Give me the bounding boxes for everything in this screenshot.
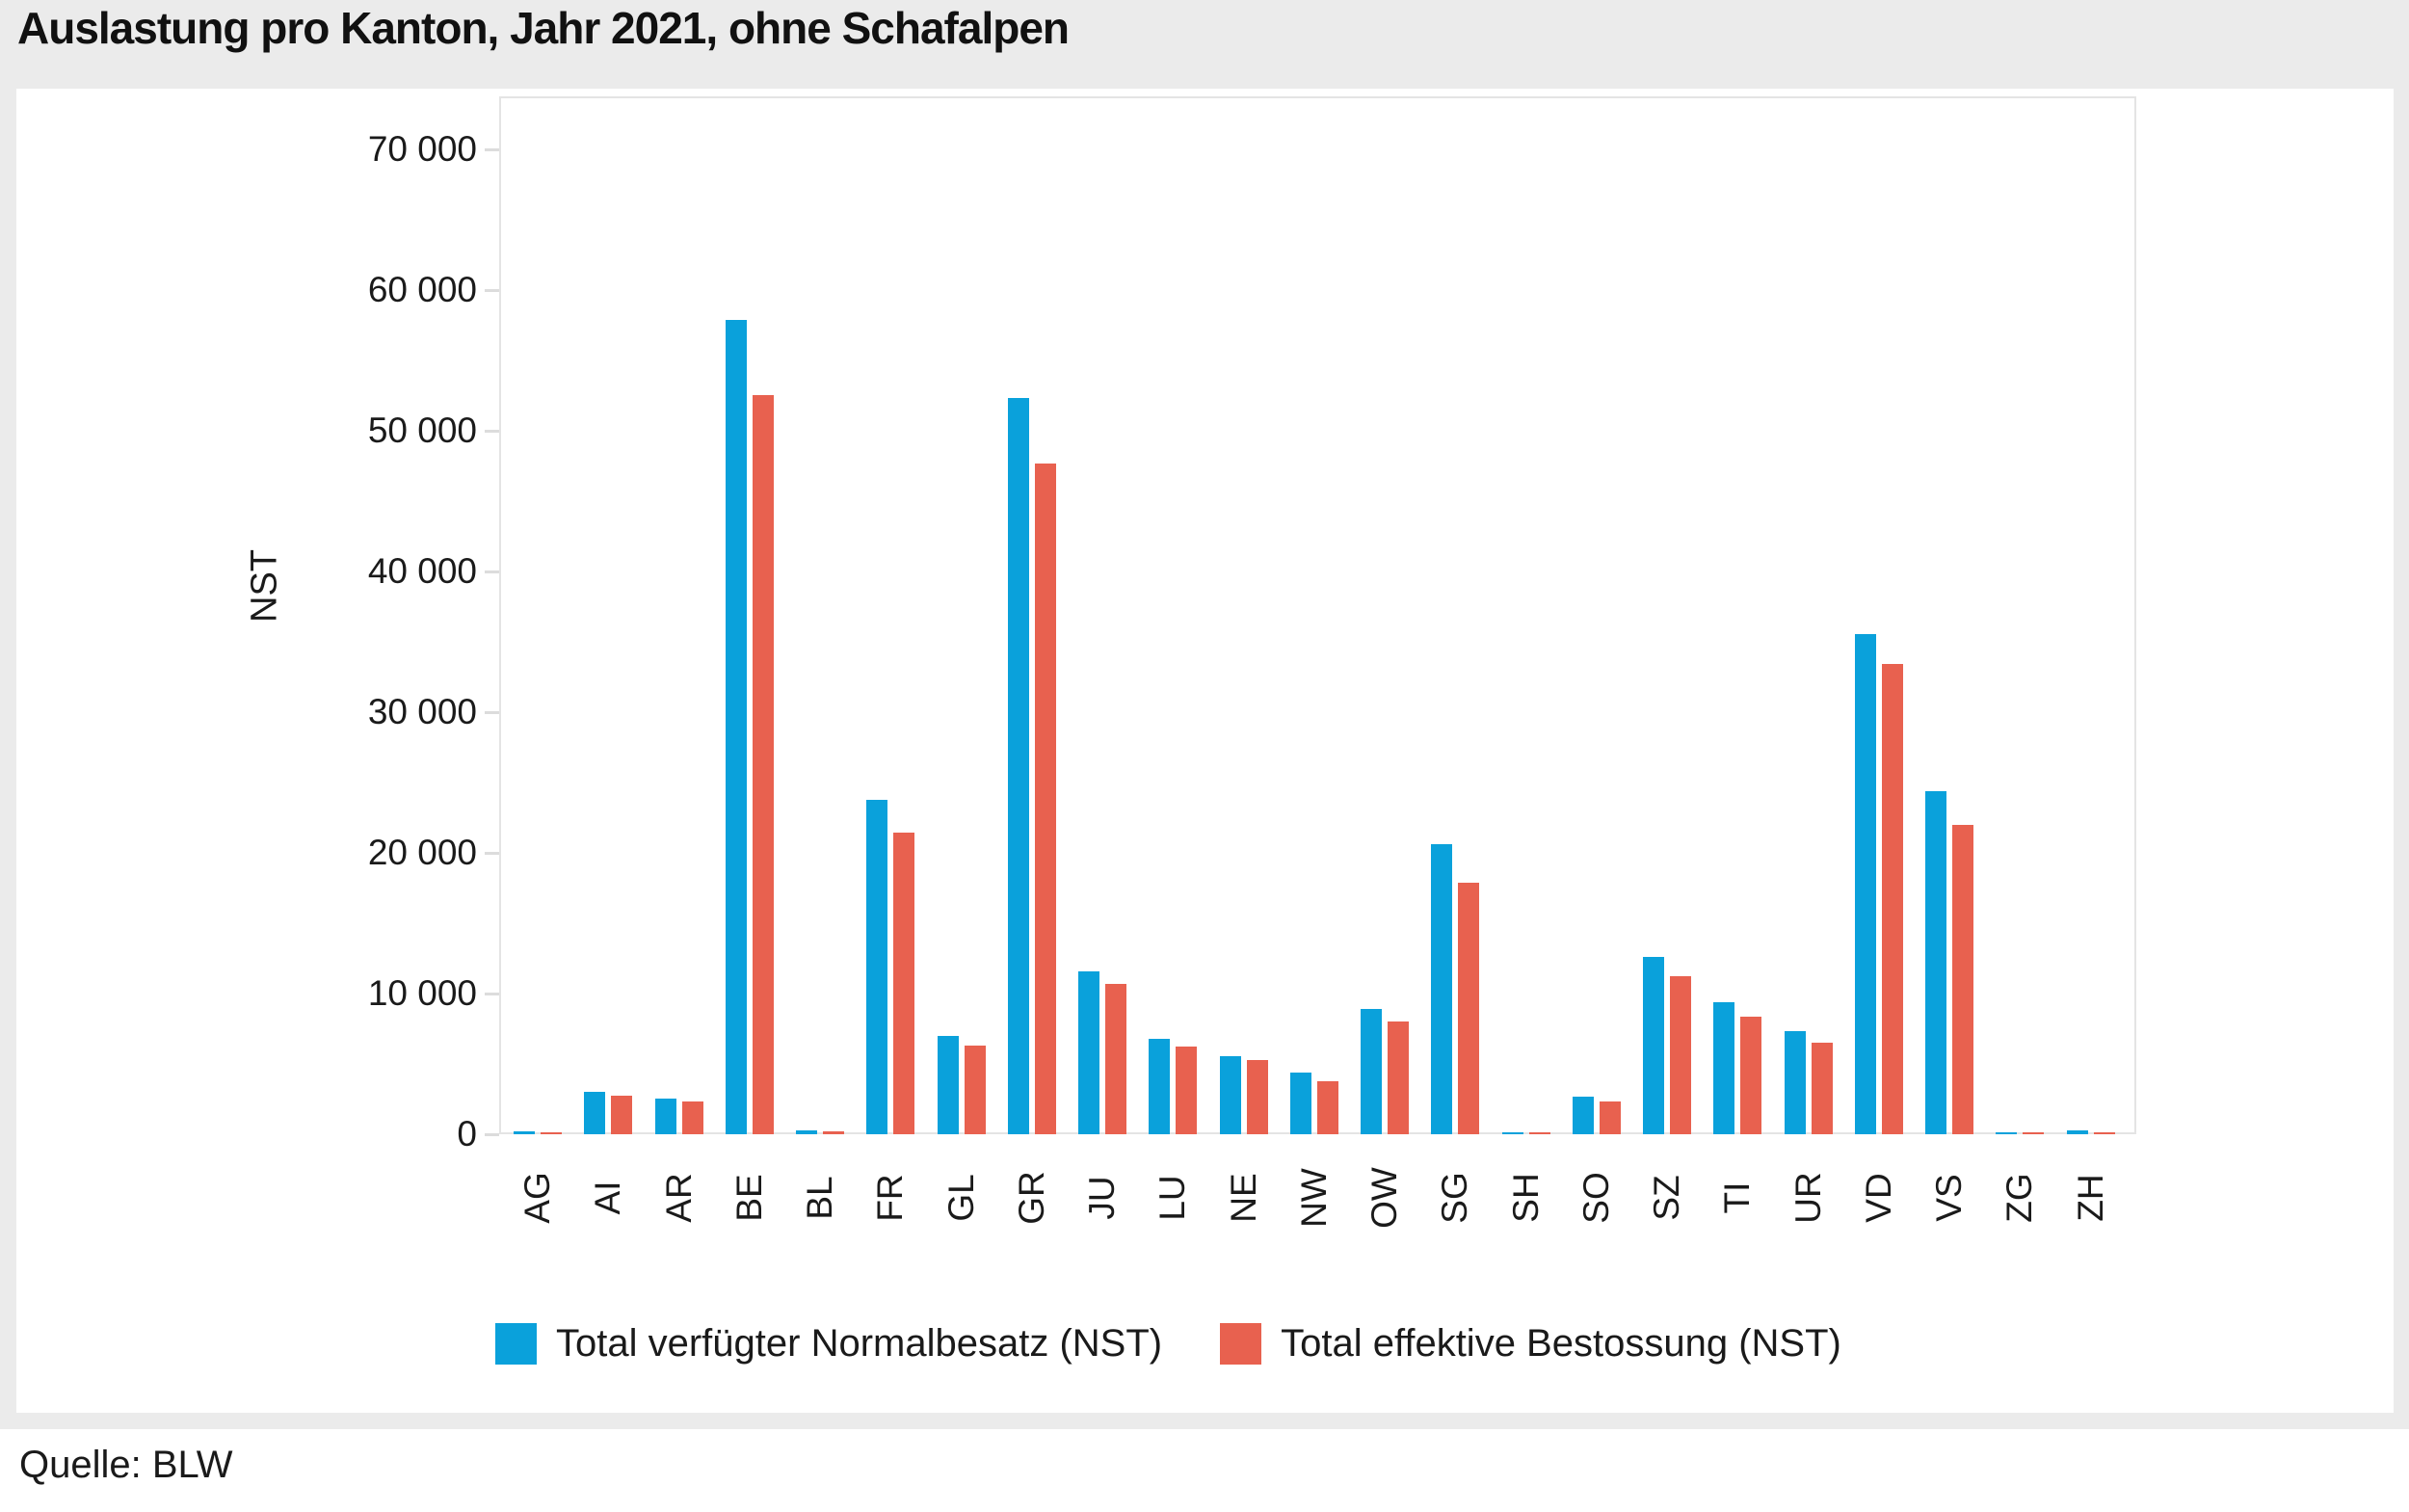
y-tick-mark: [485, 711, 499, 714]
bar-FR-effektive-bestossung: [893, 833, 914, 1134]
y-tick-label: 70 000: [367, 129, 477, 169]
y-tick-mark: [485, 1133, 499, 1136]
y-tick-mark: [485, 852, 499, 855]
bar-SG-effektive-bestossung: [1458, 883, 1479, 1134]
bar-BE-verfuegter-normalbesatz: [726, 320, 747, 1134]
x-tick-label-SG: SG: [1435, 1172, 1474, 1224]
bar-ZG-effektive-bestossung: [2023, 1132, 2044, 1134]
x-tick-label-ZG: ZG: [1999, 1173, 2039, 1223]
bar-JU-verfuegter-normalbesatz: [1078, 971, 1099, 1134]
bar-OW-effektive-bestossung: [1388, 1021, 1409, 1134]
bar-ZH-verfuegter-normalbesatz: [2067, 1130, 2088, 1134]
bar-SO-verfuegter-normalbesatz: [1573, 1097, 1594, 1134]
bar-SO-effektive-bestossung: [1600, 1101, 1621, 1134]
x-tick-label-GL: GL: [941, 1174, 981, 1222]
x-tick-label-AI: AI: [588, 1180, 627, 1215]
bar-LU-effektive-bestossung: [1176, 1047, 1197, 1134]
x-tick-label-AR: AR: [659, 1173, 699, 1223]
bar-BL-verfuegter-normalbesatz: [796, 1130, 817, 1134]
x-tick-label-VD: VD: [1859, 1173, 1898, 1223]
bar-AI-effektive-bestossung: [611, 1096, 632, 1134]
bar-ZG-verfuegter-normalbesatz: [1996, 1132, 2017, 1134]
bar-NW-effektive-bestossung: [1317, 1081, 1338, 1134]
x-tick-label-SH: SH: [1506, 1173, 1546, 1223]
x-tick-label-ZH: ZH: [2071, 1174, 2110, 1222]
y-tick-mark: [485, 148, 499, 151]
legend-label: Total verfügter Normalbesatz (NST): [556, 1322, 1163, 1365]
y-tick-label: 0: [457, 1114, 477, 1154]
bar-BL-effektive-bestossung: [823, 1131, 844, 1134]
bar-AR-verfuegter-normalbesatz: [655, 1099, 676, 1134]
legend-swatch-red-icon: [1220, 1323, 1262, 1365]
y-tick-label: 50 000: [367, 411, 477, 450]
y-tick-label: 10 000: [367, 973, 477, 1013]
x-tick-label-OW: OW: [1364, 1167, 1404, 1229]
y-tick-mark: [485, 430, 499, 433]
bar-AR-effektive-bestossung: [682, 1101, 703, 1134]
bar-UR-effektive-bestossung: [1812, 1043, 1833, 1134]
x-tick-label-TI: TI: [1717, 1181, 1757, 1214]
bar-GL-verfuegter-normalbesatz: [938, 1036, 959, 1134]
bar-GR-effektive-bestossung: [1035, 464, 1056, 1134]
bar-VD-verfuegter-normalbesatz: [1855, 634, 1876, 1134]
y-tick-label: 40 000: [367, 551, 477, 591]
bar-BE-effektive-bestossung: [753, 395, 774, 1134]
legend-item-verfuegter-normalbesatz: Total verfügter Normalbesatz (NST): [495, 1322, 1162, 1366]
bar-NE-effektive-bestossung: [1247, 1060, 1268, 1134]
bar-SZ-effektive-bestossung: [1670, 976, 1691, 1134]
y-tick-label: 60 000: [367, 270, 477, 309]
chart-title: Auslastung pro Kanton, Jahr 2021, ohne S…: [17, 3, 1070, 53]
x-tick-label-AG: AG: [517, 1172, 557, 1224]
x-tick-label-BE: BE: [729, 1174, 769, 1222]
bar-ZH-effektive-bestossung: [2094, 1132, 2115, 1134]
bar-NE-verfuegter-normalbesatz: [1220, 1056, 1241, 1134]
y-tick-mark: [485, 993, 499, 995]
x-tick-label-JU: JU: [1082, 1176, 1122, 1220]
bar-VS-effektive-bestossung: [1952, 825, 1973, 1134]
y-tick-mark: [485, 570, 499, 573]
bar-FR-verfuegter-normalbesatz: [866, 800, 887, 1134]
bar-GR-verfuegter-normalbesatz: [1008, 398, 1029, 1134]
bar-AI-verfuegter-normalbesatz: [584, 1092, 605, 1134]
x-tick-label-BL: BL: [800, 1176, 839, 1220]
bar-NW-verfuegter-normalbesatz: [1290, 1073, 1311, 1134]
x-tick-label-SO: SO: [1576, 1172, 1616, 1224]
x-tick-label-NE: NE: [1224, 1173, 1263, 1223]
bar-SH-effektive-bestossung: [1529, 1132, 1550, 1134]
bar-SZ-verfuegter-normalbesatz: [1643, 957, 1664, 1134]
bar-TI-verfuegter-normalbesatz: [1713, 1002, 1734, 1134]
x-tick-label-LU: LU: [1152, 1175, 1192, 1221]
legend-label: Total effektive Bestossung (NST): [1281, 1322, 1841, 1365]
source-note: Quelle: BLW: [19, 1444, 233, 1486]
bar-VD-effektive-bestossung: [1882, 664, 1903, 1134]
x-tick-label-NW: NW: [1294, 1168, 1334, 1228]
bar-JU-effektive-bestossung: [1105, 984, 1126, 1134]
bar-VS-verfuegter-normalbesatz: [1925, 791, 1946, 1134]
x-tick-label-UR: UR: [1788, 1172, 1828, 1224]
legend-swatch-blue-icon: [495, 1323, 537, 1365]
y-axis-title: NST: [244, 549, 285, 623]
bar-GL-effektive-bestossung: [965, 1046, 986, 1134]
bar-AG-effektive-bestossung: [541, 1132, 562, 1134]
x-tick-label-VS: VS: [1929, 1174, 1969, 1222]
x-tick-label-SZ: SZ: [1647, 1175, 1686, 1221]
x-tick-label-FR: FR: [870, 1174, 910, 1222]
bar-UR-verfuegter-normalbesatz: [1785, 1031, 1806, 1134]
bar-SG-verfuegter-normalbesatz: [1431, 844, 1452, 1134]
bar-OW-verfuegter-normalbesatz: [1361, 1009, 1382, 1134]
bar-LU-verfuegter-normalbesatz: [1149, 1039, 1170, 1134]
x-tick-label-GR: GR: [1012, 1171, 1051, 1225]
legend-item-effektive-bestossung: Total effektive Bestossung (NST): [1220, 1322, 1841, 1366]
bar-TI-effektive-bestossung: [1740, 1017, 1761, 1134]
bar-SH-verfuegter-normalbesatz: [1502, 1132, 1523, 1134]
y-tick-label: 20 000: [367, 833, 477, 872]
y-tick-label: 30 000: [367, 692, 477, 731]
y-tick-mark: [485, 289, 499, 292]
legend: Total verfügter Normalbesatz (NST) Total…: [495, 1322, 1899, 1366]
bar-AG-verfuegter-normalbesatz: [514, 1131, 535, 1134]
